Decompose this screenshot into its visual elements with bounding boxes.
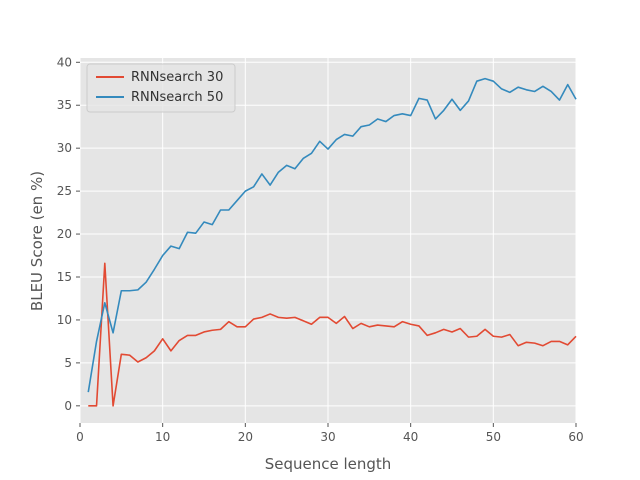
x-tick-label: 10: [155, 430, 170, 444]
x-axis-label: Sequence length: [265, 455, 392, 473]
x-axis-ticks: 0 10 20 30 40 50 60: [76, 423, 584, 444]
y-axis-ticks: 0 5 10 15 20 25 30 35 40: [57, 55, 80, 413]
x-tick-label: 20: [238, 430, 253, 444]
y-axis-label: BLEU Score (en %): [28, 171, 46, 311]
y-tick-label: 10: [57, 313, 72, 327]
y-tick-label: 15: [57, 270, 72, 284]
y-tick-label: 25: [57, 184, 72, 198]
x-tick-label: 60: [568, 430, 583, 444]
series-layer: [87, 77, 577, 407]
x-tick-label: 40: [403, 430, 418, 444]
legend: RNNsearch 30 RNNsearch 50: [86, 63, 236, 113]
x-tick-label: 50: [486, 430, 501, 444]
x-tick-label: 0: [76, 430, 84, 444]
y-tick-label: 0: [64, 399, 72, 413]
y-tick-label: 30: [57, 141, 72, 155]
y-tick-label: 5: [64, 356, 72, 370]
legend-label-rnnsearch-30: RNNsearch 30: [131, 70, 223, 85]
x-tick-label: 30: [320, 430, 335, 444]
y-tick-label: 35: [57, 98, 72, 112]
y-tick-label: 40: [57, 55, 72, 69]
series-line-rnnsearch-30: [88, 262, 577, 407]
y-tick-label: 20: [57, 227, 72, 241]
series-line-rnnsearch-50: [87, 77, 577, 393]
legend-label-rnnsearch-50: RNNsearch 50: [131, 90, 223, 105]
